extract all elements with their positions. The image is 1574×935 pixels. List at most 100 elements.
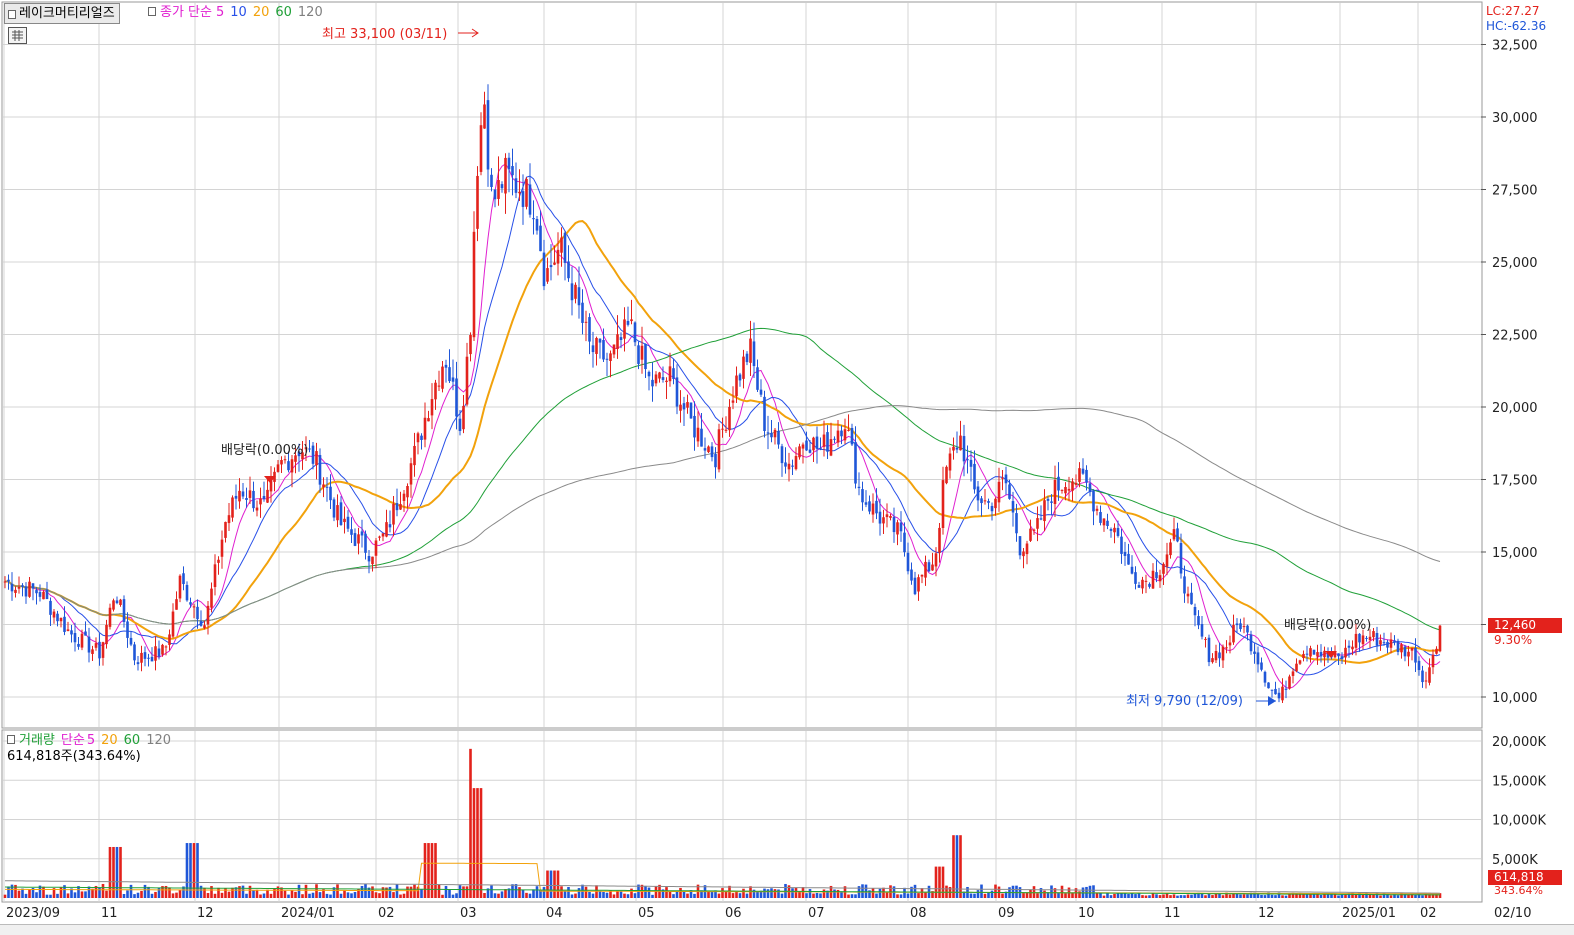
volume-bar <box>644 885 647 898</box>
candle-body <box>682 403 686 410</box>
volume-bar <box>1396 895 1400 898</box>
volume-bar <box>1190 894 1193 898</box>
volume-bar <box>115 846 119 898</box>
volume-bar <box>385 887 388 898</box>
volume-bar <box>1127 893 1130 898</box>
candle-body <box>1302 653 1305 659</box>
candle-body <box>1120 536 1123 554</box>
candle-body <box>952 446 955 451</box>
scrollbar[interactable] <box>0 924 1574 935</box>
candle-body <box>1407 651 1410 657</box>
table-grid-icon[interactable] <box>8 27 27 44</box>
candle-body <box>745 353 749 363</box>
candle-body <box>150 656 154 662</box>
volume-bar <box>1200 893 1204 898</box>
volume-bar <box>276 886 280 898</box>
candle-body <box>511 166 514 176</box>
volume-bar <box>350 893 353 898</box>
candle-body <box>707 446 710 453</box>
volume-bar <box>336 884 339 898</box>
volume-bar <box>742 888 745 898</box>
volume-bar <box>546 870 549 898</box>
volume-bar <box>931 891 934 898</box>
volume-bar <box>213 893 217 898</box>
volume-bar <box>420 888 423 898</box>
candle-body <box>126 621 129 638</box>
volume-bar <box>1256 894 1260 898</box>
volume-bar <box>983 893 987 898</box>
volume-bar <box>679 887 682 898</box>
volume-bar <box>1288 894 1291 898</box>
volume-bar <box>1214 894 1218 898</box>
vol-ma60-line <box>4 886 1440 896</box>
candle-body <box>14 589 17 593</box>
volume-bar <box>672 894 675 898</box>
candle-body <box>455 378 458 417</box>
volume-bar <box>1078 891 1081 898</box>
candle-body <box>94 643 98 648</box>
candle-body <box>990 505 994 512</box>
volume-bar <box>388 886 392 898</box>
current-pct-tag: 9.30% <box>1494 633 1533 647</box>
vol-tick-label: 15,000K <box>1492 774 1546 789</box>
volume-bar <box>329 894 332 898</box>
volume-bar <box>182 886 185 898</box>
candle-body <box>654 374 658 384</box>
candle-body <box>647 371 651 377</box>
candle-body <box>1386 641 1389 648</box>
volume-bar <box>297 884 301 898</box>
volume-bar <box>1326 893 1330 898</box>
candle-body <box>840 430 843 437</box>
volume-bar <box>525 892 528 898</box>
candle-body <box>1326 651 1330 658</box>
candle-body <box>1029 528 1032 541</box>
candle-body <box>570 283 574 301</box>
volume-bar <box>721 888 724 898</box>
volume-bar <box>976 890 980 898</box>
volume-bar <box>3 894 7 898</box>
candle-body <box>924 561 927 578</box>
volume-bar <box>1109 895 1113 898</box>
candle-body <box>1309 648 1312 657</box>
volume-bar <box>700 890 703 898</box>
candle-body <box>644 343 647 370</box>
volume-bar <box>1407 894 1410 898</box>
candle-body <box>1396 640 1400 653</box>
volume-bar <box>588 892 591 898</box>
volume-bar <box>1232 894 1235 898</box>
candle-body <box>1291 671 1295 676</box>
candle-body <box>1340 656 1344 659</box>
volume-bar <box>514 884 518 898</box>
legend-volume-label: 거래량 <box>19 733 55 748</box>
candle-body <box>637 345 640 364</box>
candle-body <box>801 444 805 449</box>
volume-bar <box>630 888 633 898</box>
volume-bar <box>406 886 409 898</box>
candle-body <box>1218 652 1221 659</box>
volume-bar <box>868 890 871 898</box>
candle-body <box>1232 624 1235 643</box>
volume-bar <box>66 893 70 898</box>
candle-body <box>336 505 339 521</box>
candle-body <box>633 322 637 343</box>
candle-body <box>791 465 794 467</box>
volume-bar <box>504 889 507 898</box>
candle-body <box>742 356 745 379</box>
candle-body <box>486 100 490 170</box>
volume-bar <box>542 887 546 898</box>
candle-body <box>325 486 329 488</box>
candle-body <box>763 396 766 431</box>
candle-body <box>192 606 196 608</box>
candle-body <box>773 429 777 438</box>
volume-bar <box>1389 895 1393 898</box>
dividend-marker-2 <box>1325 651 1337 658</box>
volume-bar <box>616 890 619 898</box>
volume-bar <box>1141 895 1144 898</box>
x-tick-label: 2023/09 <box>6 906 60 921</box>
volume-bar <box>409 886 413 898</box>
volume-bar <box>1120 893 1123 898</box>
candle-body <box>164 646 168 648</box>
stock-name-box[interactable]: 레이크머티리얼즈 <box>4 3 120 24</box>
volume-bar <box>423 843 427 898</box>
volume-bar <box>465 886 469 898</box>
